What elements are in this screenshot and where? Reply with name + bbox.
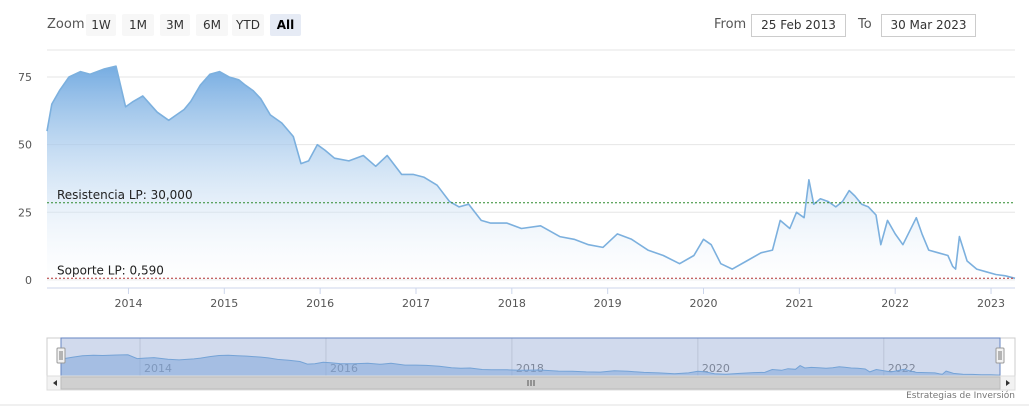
navigator-area bbox=[61, 354, 1000, 376]
price-line bbox=[46, 65, 1016, 280]
area-fill bbox=[47, 66, 1015, 288]
x-tick-label: 2022 bbox=[881, 297, 909, 310]
navigator-right-handle[interactable] bbox=[995, 347, 1005, 364]
zoom-1w-button[interactable]: 1W bbox=[86, 14, 116, 36]
y-tick-label: 75 bbox=[18, 71, 32, 84]
reference-lines: Resistencia LP: 30,000 Soporte LP: 0,590 bbox=[47, 188, 1015, 279]
x-tick-label: 2016 bbox=[306, 297, 334, 310]
navigator-line bbox=[60, 354, 1001, 376]
x-tick-label: 2015 bbox=[210, 297, 238, 310]
x-tick-label: 2021 bbox=[785, 297, 813, 310]
x-tick-label: 2023 bbox=[977, 297, 1005, 310]
series-area bbox=[46, 65, 1016, 288]
zoom-all-button[interactable]: All bbox=[270, 14, 301, 36]
y-tick-label: 0 bbox=[25, 274, 32, 287]
to-date-input[interactable]: 30 Mar 2023 bbox=[881, 14, 976, 37]
zoom-ytd-button[interactable]: YTD bbox=[232, 14, 264, 36]
from-label: From bbox=[714, 17, 747, 32]
x-tick-label: 2014 bbox=[114, 297, 142, 310]
zoom-label: Zoom bbox=[47, 17, 85, 32]
from-date-input[interactable]: 25 Feb 2013 bbox=[751, 14, 846, 37]
zoom-3m-button[interactable]: 3M bbox=[160, 14, 190, 36]
x-tick-label: 2017 bbox=[402, 297, 430, 310]
scroll-right-arrow-icon[interactable] bbox=[1006, 380, 1010, 386]
y-tick-label: 25 bbox=[18, 206, 32, 219]
scroll-left-arrow-icon[interactable] bbox=[53, 380, 57, 386]
resistance-label: Resistencia LP: 30,000 bbox=[57, 188, 193, 202]
support-label: Soporte LP: 0,590 bbox=[57, 263, 164, 277]
x-tick-label: 2020 bbox=[690, 297, 718, 310]
x-tick-label: 2018 bbox=[498, 297, 526, 310]
credit-text: Estrategias de Inversión bbox=[906, 391, 1015, 401]
navigator[interactable]: 20142016201820202022 bbox=[0, 337, 1029, 406]
to-label: To bbox=[858, 17, 872, 32]
x-tick-label: 2019 bbox=[594, 297, 622, 310]
navigator-selection-mask bbox=[60, 337, 1001, 377]
y-tick-label: 50 bbox=[18, 139, 32, 152]
axes: 0 25 50 75 2014 2015 2016 2017 2018 2019 2020 2021 2… bbox=[18, 71, 1015, 310]
navigator-left-handle[interactable] bbox=[56, 347, 66, 364]
zoom-6m-button[interactable]: 6M bbox=[196, 14, 228, 36]
zoom-1m-button[interactable]: 1M bbox=[122, 14, 154, 36]
navigator-tick-label: 2020 bbox=[702, 362, 730, 375]
